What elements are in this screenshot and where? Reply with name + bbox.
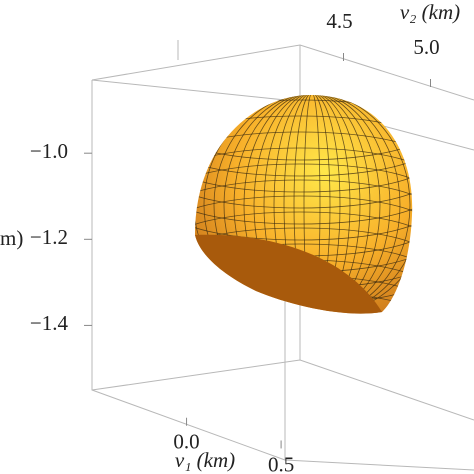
z-axis-label: m) <box>0 226 23 250</box>
mesh-line <box>195 147 413 209</box>
x-axis-label: v₁ (km) <box>175 448 235 472</box>
mesh-line <box>195 179 413 241</box>
mesh-line <box>293 95 331 312</box>
x-tick-label: 0.0 <box>173 430 199 454</box>
y-axis-label: v₂ (km) <box>400 0 460 24</box>
mesh-line <box>195 163 413 225</box>
mesh-line <box>195 131 413 193</box>
y-tick-label: 4.5 <box>326 9 352 33</box>
mesh-line <box>283 95 341 312</box>
z-tick-label: −1.0 <box>30 139 68 163</box>
mesh-line <box>303 95 321 312</box>
mesh-line <box>233 95 391 312</box>
x-tick-label: 0.5 <box>268 452 294 474</box>
mesh-line <box>213 95 411 312</box>
z-tick-label: −1.2 <box>30 225 68 249</box>
cut-face <box>195 234 382 314</box>
mesh-line <box>273 95 351 312</box>
mesh-line <box>253 95 371 312</box>
surface <box>195 95 413 314</box>
mesh-line <box>195 115 413 177</box>
z-tick-label: −1.4 <box>30 311 69 335</box>
mesh-line <box>223 95 401 312</box>
mesh-line <box>195 99 413 161</box>
y-tick-label: 5.0 <box>413 35 439 59</box>
mesh-line <box>203 95 413 312</box>
